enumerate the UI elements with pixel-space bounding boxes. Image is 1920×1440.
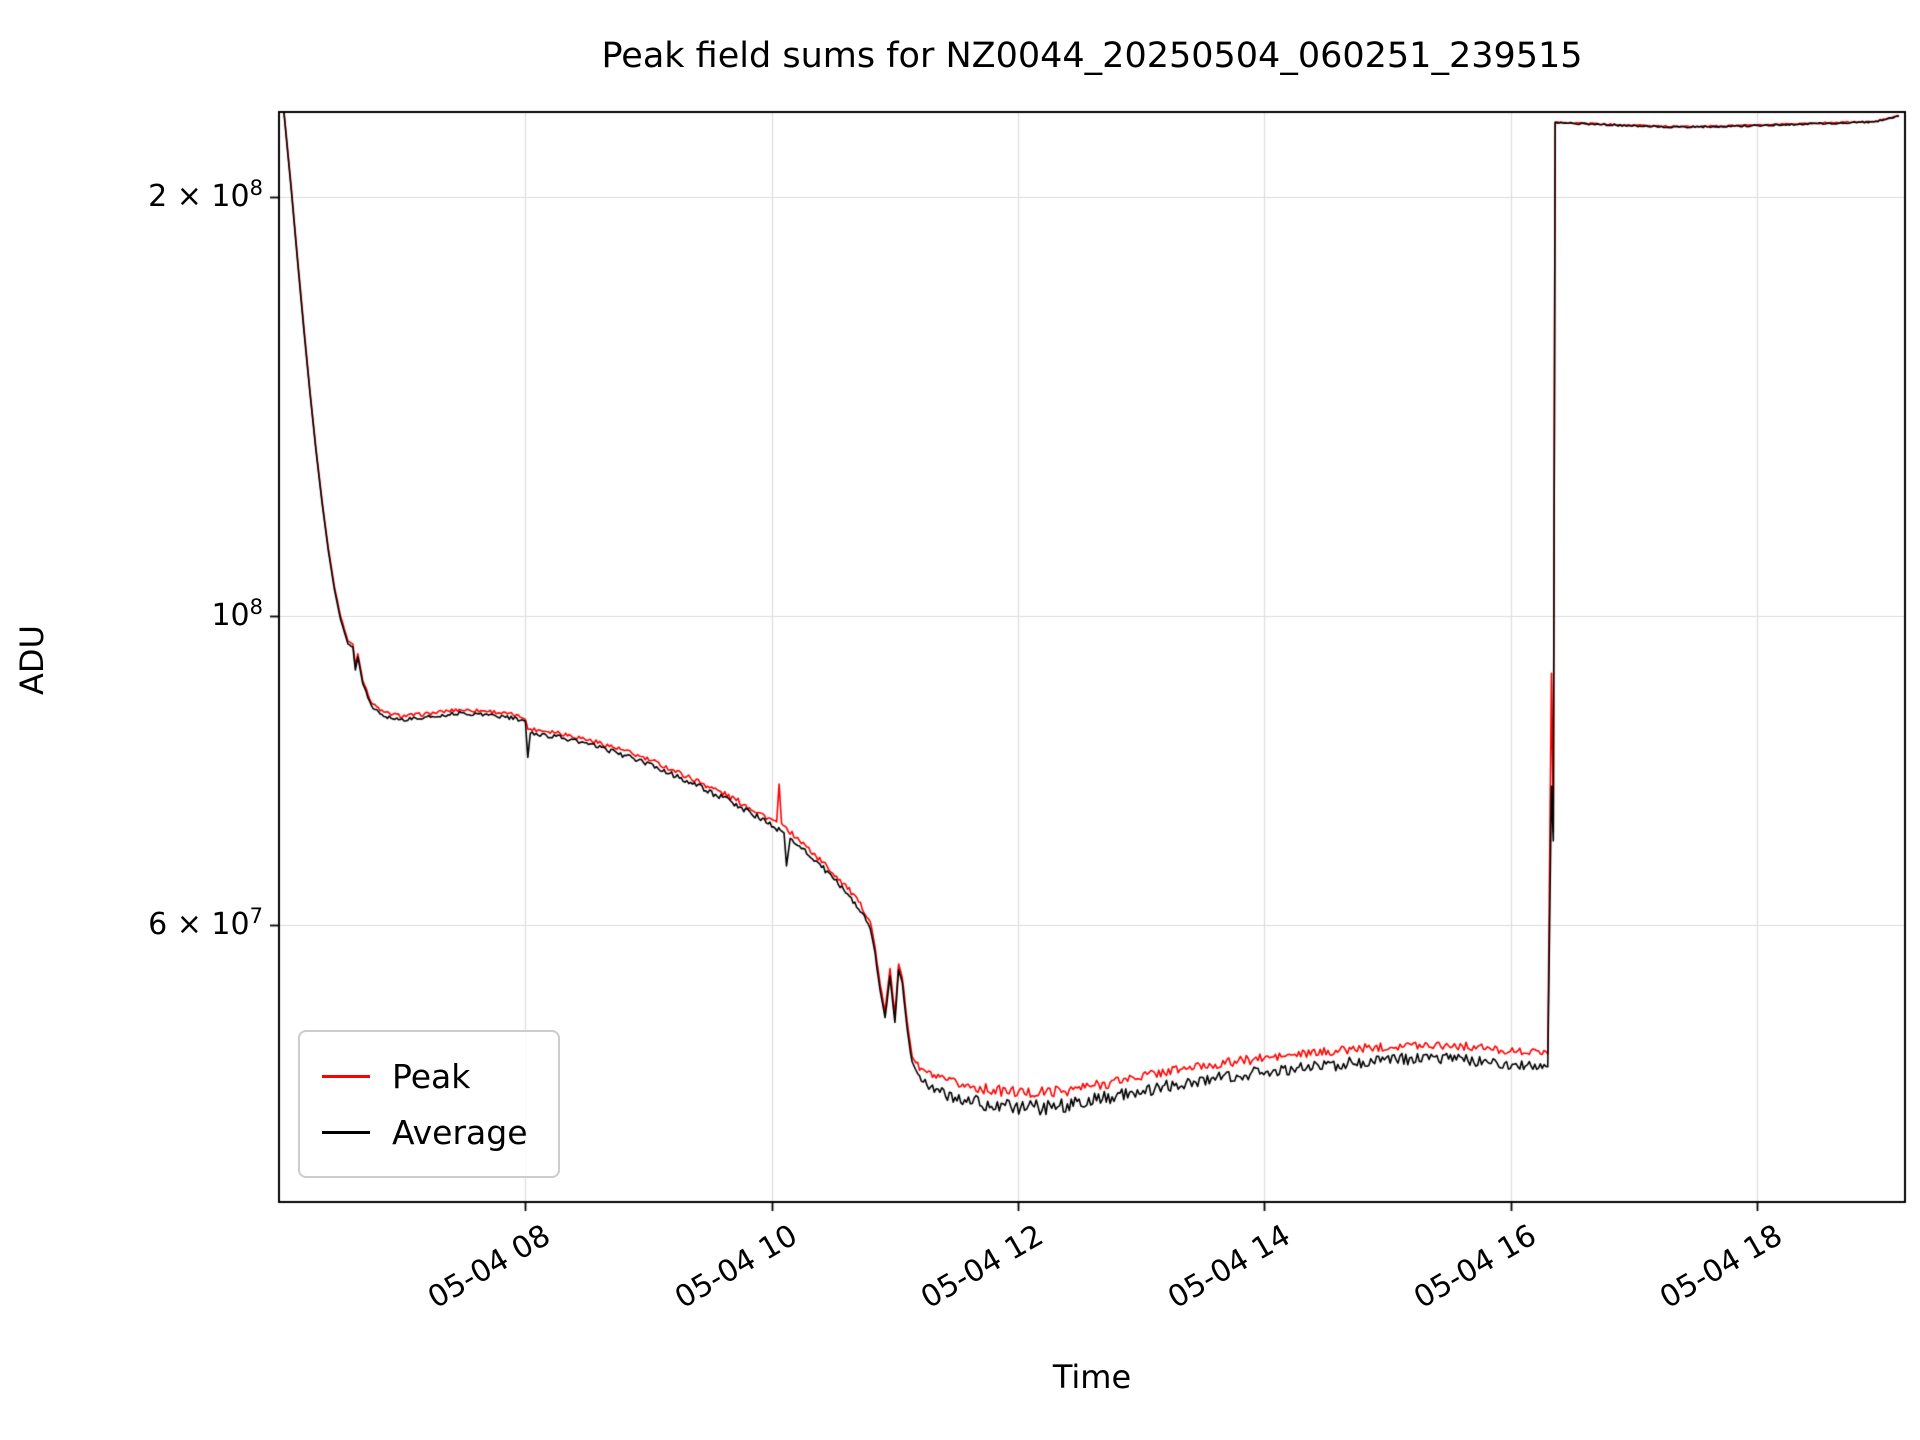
y-tick-label: 2 × 108	[148, 175, 263, 214]
legend-label-average: Average	[392, 1112, 528, 1152]
chart-title: Peak field sums for NZ0044_20250504_0602…	[601, 36, 1583, 76]
legend-label-peak: Peak	[392, 1056, 471, 1096]
legend: Peak Average	[298, 1030, 560, 1178]
y-tick-label: 6 × 107	[148, 904, 263, 943]
legend-item-average: Average	[322, 1104, 528, 1160]
legend-item-peak: Peak	[322, 1048, 528, 1104]
y-tick-label: 108	[211, 595, 263, 634]
x-axis-label: Time	[1052, 1358, 1132, 1396]
average-line-sample	[322, 1130, 370, 1134]
y-axis-label: ADU	[13, 625, 51, 695]
peak-line-sample	[322, 1074, 370, 1078]
